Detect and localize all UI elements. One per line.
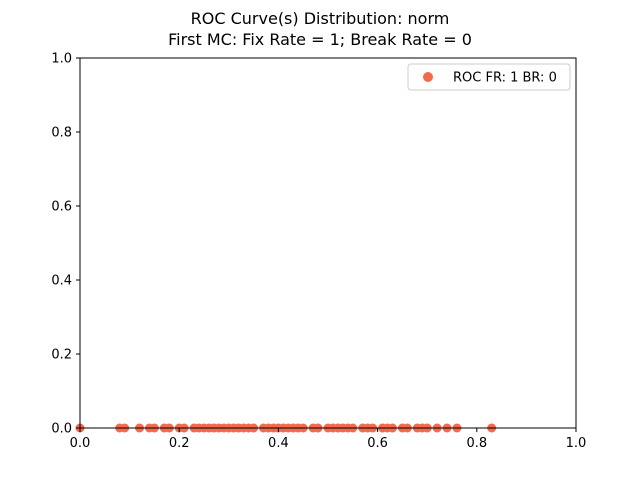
chart-subtitle: First MC: Fix Rate = 1; Break Rate = 0 — [168, 30, 472, 49]
y-tick-label: 0.2 — [51, 348, 72, 363]
legend-marker — [423, 72, 433, 82]
chart-title: ROC Curve(s) Distribution: norm — [191, 9, 450, 28]
x-tick-label: 0.4 — [268, 436, 289, 451]
y-tick-label: 0.4 — [51, 274, 72, 289]
x-tick-label: 0.8 — [466, 436, 487, 451]
legend-label: ROC FR: 1 BR: 0 — [453, 71, 557, 86]
y-tick-label: 0.6 — [51, 200, 72, 215]
x-axis: 0.0 0.2 0.4 0.6 0.8 1.0 — [70, 428, 587, 451]
y-tick-label: 1.0 — [51, 52, 72, 67]
legend-box — [407, 63, 571, 91]
plot-frame — [79, 57, 577, 429]
y-axis: 0.0 0.2 0.4 0.6 0.8 1.0 — [51, 52, 80, 437]
y-tick-label: 0.0 — [51, 422, 72, 437]
y-tick-label: 0.8 — [51, 126, 72, 141]
x-tick-label: 1.0 — [566, 436, 587, 451]
x-tick-label: 0.0 — [70, 436, 91, 451]
x-tick-label: 0.2 — [169, 436, 190, 451]
x-tick-label: 0.6 — [367, 436, 388, 451]
legend: ROC FR: 1 BR: 0 — [407, 63, 571, 91]
